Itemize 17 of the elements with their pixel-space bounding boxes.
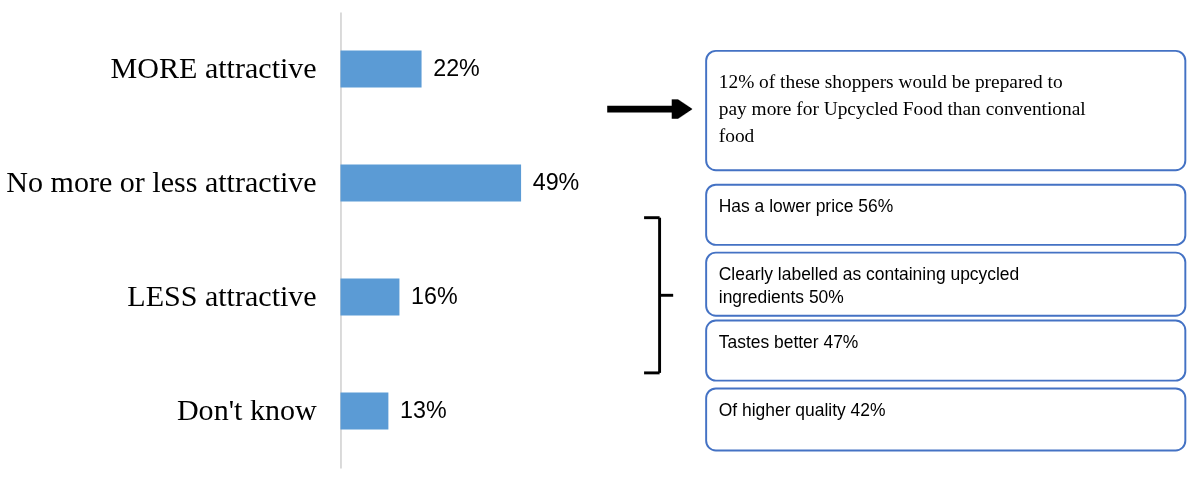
y-tick-label: No more or less attractive <box>6 164 317 199</box>
bar <box>340 164 522 202</box>
data-label: 49% <box>532 168 580 195</box>
text: Has a lower price 56% <box>718 195 894 216</box>
bar <box>340 278 400 316</box>
y-tick-label: MORE attractive <box>110 50 317 85</box>
bar <box>340 50 422 88</box>
text: Clearly labelled as containing upcycled ingredients 50% <box>718 263 1020 308</box>
bar <box>340 392 389 430</box>
y-tick-label: LESS attractive <box>127 278 317 313</box>
text: Of higher quality 42% <box>718 399 886 420</box>
text: 12% of these shoppers would be prepared to pay more for Upcycled Food than conventional food <box>718 70 1086 147</box>
data-label: 22% <box>433 54 480 81</box>
y-tick-label: Don't know <box>176 392 317 427</box>
text: Tastes better 47% <box>718 331 859 352</box>
data-label: 16% <box>411 282 458 309</box>
data-label: 13% <box>400 396 447 423</box>
